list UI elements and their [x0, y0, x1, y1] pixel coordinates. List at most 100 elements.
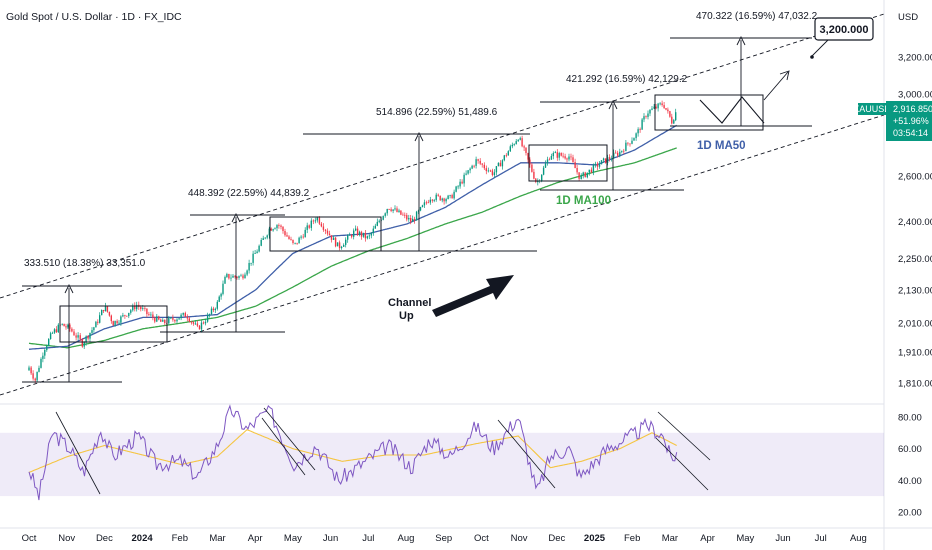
candle-body	[282, 226, 284, 231]
candle-body	[210, 308, 213, 314]
candle-body	[218, 296, 220, 302]
candle-body	[657, 103, 659, 109]
measure-1[interactable]: 333.510 (18.38%) 33,351.0	[22, 258, 146, 383]
rsi-divergence-line[interactable]	[263, 407, 316, 471]
range-box[interactable]	[59, 305, 168, 343]
current-price-badge[interactable]: XAUUSD 2,916.850 +51.96% 03:54:14	[853, 101, 932, 141]
projection-path[interactable]	[699, 96, 765, 124]
measure-3[interactable]: 514.896 (22.59%) 51,489.6	[303, 107, 537, 252]
price-scale-panel[interactable]	[884, 0, 932, 550]
candle-body	[81, 339, 83, 347]
candle-body	[417, 210, 420, 212]
candle-body	[527, 153, 529, 160]
candle-body	[582, 172, 584, 176]
channel-upper-line[interactable]	[0, 13, 885, 299]
candle-body	[134, 305, 136, 310]
candle-body	[562, 155, 564, 157]
candle-body	[651, 108, 653, 110]
candle-body	[483, 164, 485, 169]
candle-body	[148, 314, 150, 315]
candle-body	[252, 253, 254, 263]
candle-body	[85, 336, 87, 343]
price-pane: 333.510 (18.38%) 33,351.0 448.392 (22.59…	[0, 11, 885, 396]
candle-body	[386, 209, 388, 214]
candle-body	[126, 315, 128, 317]
time-tick-label: Dec	[96, 533, 113, 544]
candle-body	[150, 314, 152, 316]
candle-body	[392, 209, 394, 211]
candle-body	[246, 270, 248, 275]
candle-body	[28, 367, 30, 371]
candle-body	[433, 200, 435, 201]
candle-body	[120, 316, 122, 323]
candle-body	[548, 159, 551, 161]
candle-body	[475, 159, 477, 166]
range-box[interactable]	[528, 144, 608, 182]
candle-body	[254, 253, 256, 254]
candle-body	[408, 218, 410, 220]
candle-body	[256, 251, 258, 254]
candle-body	[598, 164, 601, 167]
ma50-label: 1D MA50	[697, 140, 746, 152]
candle-body	[388, 209, 390, 210]
time-axis-labels[interactable]: Oct Nov Dec 2024 Feb Mar Apr May Jun Jul Aug Sep Oct…	[22, 533, 867, 544]
candle-body	[560, 153, 562, 156]
candle-body	[67, 324, 69, 328]
target-badge[interactable]: 3,200.000	[810, 17, 874, 59]
candle-body	[355, 228, 357, 231]
candle-body	[519, 138, 521, 140]
candle-body	[280, 225, 282, 227]
candle-body	[602, 158, 605, 161]
candle-body	[643, 116, 645, 120]
candle-body	[570, 156, 572, 158]
candle-body	[578, 172, 580, 179]
candle-body	[461, 181, 463, 184]
time-tick-label: Jun	[323, 533, 338, 544]
candle-body	[584, 172, 586, 178]
candle-body	[487, 170, 489, 172]
candle-body	[38, 367, 40, 372]
candle-body	[382, 216, 384, 220]
candle-body	[435, 194, 437, 200]
candle-body	[110, 315, 112, 322]
rsi-axis-labels: 80.00 60.00 40.00 20.00	[898, 413, 922, 519]
candle-body	[296, 242, 298, 244]
candle-body	[649, 109, 651, 114]
target-arrow[interactable]	[763, 71, 789, 101]
candle-body	[356, 228, 359, 236]
rsi-divergence-line[interactable]	[55, 411, 101, 495]
candle-body	[204, 321, 207, 324]
candle-body	[349, 235, 351, 236]
candle-body	[77, 335, 79, 338]
rsi-divergence-line[interactable]	[655, 437, 709, 491]
channel-lower-line[interactable]	[0, 114, 885, 396]
rsi-divergence-line[interactable]	[657, 411, 711, 461]
candle-body	[268, 228, 270, 236]
candle-body	[633, 138, 635, 141]
rsi-divergence-line[interactable]	[497, 419, 556, 489]
badge-price-box	[886, 101, 932, 141]
measure-5[interactable]: 470.322 (16.59%) 47,032.2	[670, 11, 818, 127]
candle-body	[457, 186, 459, 188]
measure-2[interactable]: 448.392 (22.59%) 44,839.2	[160, 188, 310, 333]
candle-body	[262, 238, 264, 240]
time-tick-label: Aug	[850, 533, 867, 544]
time-tick-label: 2025	[584, 533, 606, 544]
rsi-divergence-line[interactable]	[261, 417, 306, 476]
candle-body	[57, 324, 59, 333]
candle-body	[665, 108, 667, 110]
candle-body	[260, 240, 262, 246]
measure-4[interactable]: 421.292 (16.59%) 42,129.2	[540, 74, 688, 191]
candle-body	[44, 350, 46, 356]
candle-body	[55, 329, 58, 333]
candle-body	[330, 235, 333, 240]
candle-body	[278, 225, 280, 226]
candle-body	[537, 181, 539, 183]
candle-body	[130, 310, 132, 313]
candle-body	[641, 119, 643, 130]
range-box[interactable]	[654, 94, 764, 131]
candle-body	[615, 152, 617, 154]
candle-body	[174, 319, 176, 322]
candle-body	[284, 231, 286, 236]
